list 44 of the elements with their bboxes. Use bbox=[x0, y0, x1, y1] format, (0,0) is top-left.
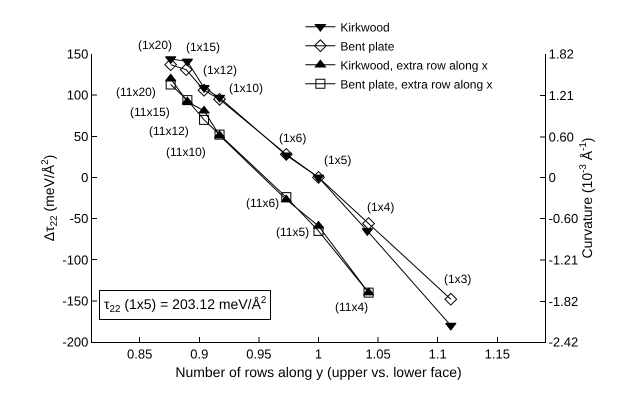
y2-tick-label: -2.42 bbox=[548, 334, 578, 350]
annotation: (11x4) bbox=[335, 300, 368, 314]
y-tick-label: 50 bbox=[74, 128, 88, 144]
y-tick-label: -100 bbox=[62, 252, 88, 268]
x-tick-label: 0.85 bbox=[127, 346, 152, 362]
annotation: (1x10) bbox=[229, 81, 264, 95]
y-tick-label: -150 bbox=[62, 293, 88, 308]
annotation: (11x6) bbox=[246, 196, 280, 210]
y-tick-label: 150 bbox=[66, 46, 88, 62]
annotation: (11x10) bbox=[166, 145, 206, 159]
annotation: (1x4) bbox=[367, 200, 394, 214]
x-tick-label: 1.05 bbox=[365, 346, 391, 362]
x-tick-label: 1 bbox=[314, 346, 322, 362]
legend-label: Kirkwood bbox=[340, 20, 390, 34]
annotation: (1x20) bbox=[138, 38, 172, 52]
legend-label: Bent plate, extra row along x bbox=[340, 77, 492, 92]
y2-tick-label: -1.21 bbox=[548, 252, 578, 268]
x-tick-label: 1.1 bbox=[428, 346, 447, 362]
annotation: (1x12) bbox=[203, 63, 238, 77]
x-axis-title: Number of rows along y (upper vs. lower face) bbox=[175, 364, 462, 380]
annotation: (11x20) bbox=[116, 85, 156, 99]
y-tick-label: -200 bbox=[62, 334, 88, 350]
legend-label: Bent plate bbox=[340, 39, 395, 54]
y-tick-label: -50 bbox=[70, 211, 88, 226]
annotation: (11x12) bbox=[149, 124, 189, 138]
y-tick-label: 100 bbox=[66, 88, 88, 103]
annotation: (1x5) bbox=[324, 153, 352, 167]
x-tick-label: 1.15 bbox=[484, 346, 510, 362]
legend-label: Kirkwood, extra row along x bbox=[340, 58, 488, 72]
annotation: τ$_{22}$ (1x5) = 203.12 meV/Å$^{2}$ bbox=[104, 295, 266, 315]
y2-tick-label: 1.21 bbox=[548, 88, 574, 103]
y2-tick-label: -1.82 bbox=[548, 294, 578, 309]
annotation: (11x5) bbox=[276, 225, 310, 239]
y2-tick-label: 0.60 bbox=[548, 129, 574, 144]
y2-tick-label: -0.60 bbox=[548, 210, 578, 226]
y2-tick-label: 0 bbox=[548, 170, 556, 186]
x-tick-label: 0.95 bbox=[246, 346, 272, 362]
annotation: (1x15) bbox=[186, 40, 220, 54]
annotation: (1x3) bbox=[444, 272, 472, 286]
y-tick-label: 0 bbox=[81, 170, 88, 185]
x-tick-label: 0.9 bbox=[190, 346, 208, 362]
y2-tick-label: 1.82 bbox=[548, 46, 574, 62]
annotation: (1x6) bbox=[279, 131, 306, 145]
annotation: (11x15) bbox=[130, 105, 170, 119]
